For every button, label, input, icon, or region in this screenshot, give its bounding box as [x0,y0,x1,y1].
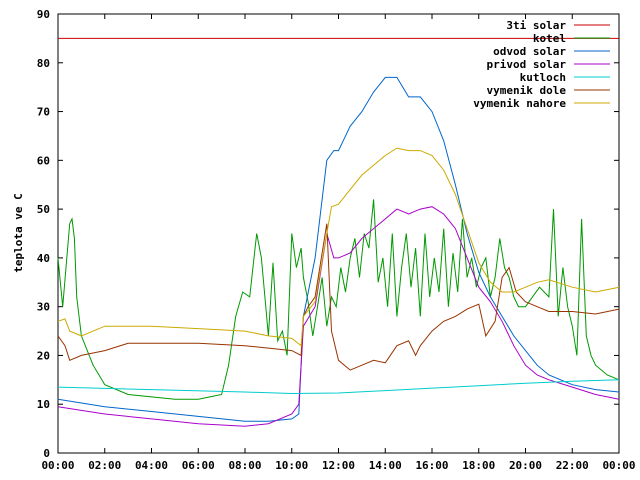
x-tick-label: 14:00 [369,459,402,472]
x-tick-label: 18:00 [462,459,495,472]
y-tick-label: 70 [37,106,50,119]
x-tick-label: 20:00 [509,459,542,472]
x-tick-label: 10:00 [275,459,308,472]
series-layer [57,37,620,427]
legend-label: kotel [533,32,566,45]
y-axis-ticks: 0 10 20 30 40 50 60 70 80 90 [37,8,619,460]
legend-label: odvod solar [493,45,566,58]
series-line-2 [57,76,620,422]
x-tick-label: 02:00 [88,459,121,472]
y-tick-label: 80 [37,57,50,70]
x-tick-label: 00:00 [41,459,74,472]
series-line-1 [57,199,620,400]
y-tick-label: 0 [43,447,50,460]
x-tick-label: 06:00 [182,459,215,472]
x-tick-label: 08:00 [228,459,261,472]
series-line-6 [57,147,620,347]
series-line-5 [57,223,620,371]
legend-label: privod solar [487,58,567,71]
y-tick-label: 30 [37,301,50,314]
legend-label: kutloch [520,71,566,84]
y-tick-label: 60 [37,154,50,167]
legend-label: 3ti solar [506,19,566,32]
x-tick-label: 04:00 [135,459,168,472]
plot-area [57,13,620,454]
series-line-4 [57,379,620,395]
legend-label: vymenik dole [487,84,567,97]
y-axis-title: teplota ve C [12,193,25,272]
y-tick-label: 90 [37,8,50,21]
y-tick-label: 20 [37,349,50,362]
x-tick-label: 00:00 [602,459,635,472]
x-axis-ticks: 00:00 02:00 04:00 06:00 08:00 10:00 12:00 14:00… [41,14,636,472]
series-line-3 [57,206,620,427]
x-tick-label: 12:00 [322,459,355,472]
y-tick-label: 40 [37,252,50,265]
x-tick-label: 16:00 [415,459,448,472]
y-tick-label: 50 [37,203,50,216]
x-tick-label: 22:00 [556,459,589,472]
y-tick-label: 10 [37,398,50,411]
legend-label: vymenik nahore [473,97,566,110]
